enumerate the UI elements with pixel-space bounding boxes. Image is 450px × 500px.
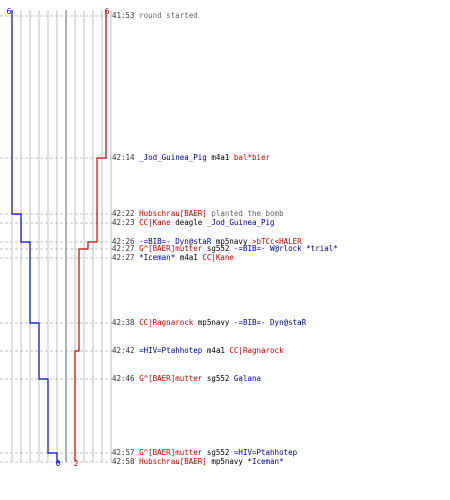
red-team-line bbox=[74, 10, 107, 462]
event-time: 42:57 bbox=[112, 448, 140, 457]
player-name: =HIV=Ptahhotep bbox=[139, 346, 203, 355]
blue-end-score: 0 bbox=[56, 459, 61, 468]
player-name: G^[BAER]mutter bbox=[139, 244, 203, 253]
player-name: -=BIB=- Dyn@staR bbox=[233, 318, 307, 327]
event-row: 42:27 *Iceman* m4a1 CC|Kane bbox=[112, 253, 234, 262]
player-name: CC|Ragnarock bbox=[229, 346, 284, 355]
event-time: 42:14 bbox=[112, 153, 140, 162]
event-weapon: sg552 bbox=[202, 374, 234, 383]
player-name: Hubschrau[BAER] bbox=[139, 209, 207, 218]
event-time: 42:38 bbox=[112, 318, 140, 327]
player-name: Hubschrau[BAER] bbox=[139, 457, 207, 466]
player-name: CC|Kane bbox=[202, 253, 234, 262]
event-time: 42:42 bbox=[112, 346, 140, 355]
event-row: 42:22 Hubschrau[BAER] planted the bomb bbox=[112, 209, 284, 218]
event-time: 42:27 bbox=[112, 244, 140, 253]
event-row: 42:46 G^[BAER]mutter sg552 Galana bbox=[112, 374, 261, 383]
event-row: 42:57 G^[BAER]mutter sg552 =HIV=Ptahhote… bbox=[112, 448, 297, 457]
event-row: 42:58 Hubschrau[BAER] mp5navy *Iceman* bbox=[112, 457, 284, 466]
event-row: 42:26 -=BIB=- Dyn@staR mp5navy >bTCc<HAL… bbox=[112, 237, 302, 246]
event-weapon: deagle bbox=[170, 218, 207, 227]
red-start-score: 6 bbox=[105, 7, 110, 16]
event-row: 42:14 _Jod_Guinea_Pig m4a1 bal*bier bbox=[112, 153, 270, 162]
event-row: 42:38 CC|Ragnarock mp5navy -=BIB=- Dyn@s… bbox=[112, 318, 306, 327]
event-row: 42:27 G^[BAER]mutter sg552 -=BIB=- W@rlo… bbox=[112, 244, 338, 253]
event-text: round started bbox=[139, 11, 198, 20]
player-name: _Jod_Guinea_Pig bbox=[206, 218, 275, 227]
event-time: 42:22 bbox=[112, 209, 140, 218]
player-name: _Jod_Guinea_Pig bbox=[139, 153, 207, 162]
player-name: -=BIB=- Dyn@staR bbox=[139, 237, 212, 246]
event-time: 42:27 bbox=[112, 253, 140, 262]
player-name: bal*bier bbox=[233, 153, 271, 162]
player-name: Galana bbox=[233, 374, 262, 383]
event-row: 42:23 CC|Kane deagle _Jod_Guinea_Pig bbox=[112, 218, 275, 227]
event-row: 42:42 =HIV=Ptahhotep m4a1 CC|Ragnarock bbox=[112, 346, 284, 355]
player-name: =HIV=Ptahhotep bbox=[233, 448, 298, 457]
event-weapon: mp5navy bbox=[193, 318, 234, 327]
event-time: 42:46 bbox=[112, 374, 140, 383]
event-weapon: m4a1 bbox=[206, 153, 234, 162]
red-end-score: 2 bbox=[74, 459, 79, 468]
player-name: -=BIB=- W@rlock *trial* bbox=[233, 244, 338, 253]
blue-team-line bbox=[11, 10, 60, 463]
event-time: 42:26 bbox=[112, 237, 140, 246]
player-name: CC|Kane bbox=[139, 218, 171, 227]
event-row: 41:53 round started bbox=[112, 11, 198, 20]
event-weapon: sg552 bbox=[202, 244, 234, 253]
player-name: G^[BAER]mutter bbox=[139, 448, 203, 457]
event-time: 42:58 bbox=[112, 457, 140, 466]
event-weapon: sg552 bbox=[202, 448, 234, 457]
event-weapon: mp5navy bbox=[211, 237, 252, 246]
event-text: planted the bomb bbox=[206, 209, 284, 218]
player-name: >bTCc<HALER bbox=[251, 237, 302, 246]
event-weapon: mp5navy bbox=[206, 457, 248, 466]
event-weapon: m4a1 bbox=[202, 346, 230, 355]
event-weapon: m4a1 bbox=[175, 253, 203, 262]
blue-start-score: 6 bbox=[7, 7, 12, 16]
player-name: *Iceman* bbox=[139, 253, 176, 262]
player-name: G^[BAER]mutter bbox=[139, 374, 203, 383]
player-name: CC|Ragnarock bbox=[139, 318, 194, 327]
event-time: 41:53 bbox=[112, 11, 140, 20]
player-name: *Iceman* bbox=[247, 457, 284, 466]
event-time: 42:23 bbox=[112, 218, 140, 227]
